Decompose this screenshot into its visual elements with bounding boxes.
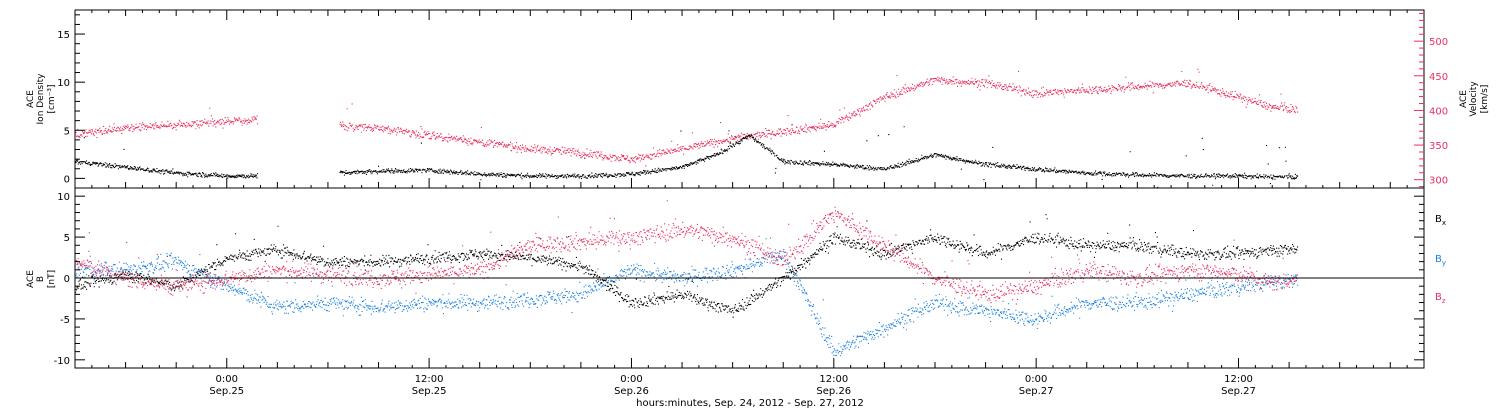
- density-axis-label-line-1: ACE: [26, 90, 36, 108]
- velocity-series: [75, 68, 1299, 167]
- density-tick-label: 0: [64, 174, 70, 185]
- velocity-axis-label-line-1: ACE: [1459, 90, 1469, 108]
- bz-series: [75, 200, 1299, 305]
- magnetic-tick-label: -5: [60, 315, 70, 326]
- density-axis: 0 5 10 15: [57, 14, 85, 185]
- x-tick-date-label: Sep.26: [614, 386, 649, 397]
- velocity-series-marks: [75, 68, 1299, 167]
- density-tick-label: 15: [57, 30, 70, 41]
- x-tick-hour-label: 0:00: [1025, 374, 1047, 385]
- bz-series-marks: [75, 200, 1299, 305]
- x-tick-hour-label: 12:00: [1224, 374, 1253, 385]
- magnetic-field-axis: 10 5 0 -5 -10: [54, 192, 1424, 367]
- velocity-tick-label: 400: [1429, 106, 1448, 117]
- legend-item-bx: Bx: [1435, 214, 1446, 227]
- x-tick-hour-label: 0:00: [620, 374, 642, 385]
- density-tick-label: 5: [64, 126, 70, 137]
- magnetic-axis-label-line-1: ACE: [26, 270, 36, 288]
- velocity-tick-label: 500: [1429, 37, 1448, 48]
- velocity-tick-label: 450: [1429, 72, 1448, 83]
- density-axis-label-line-2: Ion Density: [36, 73, 46, 125]
- velocity-axis-label-line-2: Velocity: [1469, 81, 1479, 117]
- magnetic-tick-label: -10: [54, 356, 70, 367]
- x-tick-date-label: Sep.27: [1019, 386, 1054, 397]
- bx-series-marks: [75, 214, 1299, 318]
- density-tick-label: 10: [57, 78, 70, 89]
- legend: Bx By Bz: [1435, 214, 1446, 305]
- x-tick-hour-label: 0:00: [216, 374, 238, 385]
- x-tick-date-label: Sep.27: [1221, 386, 1256, 397]
- bx-series: [75, 214, 1299, 318]
- x-axis-label: hours:minutes, Sep. 24, 2012 - Sep. 27, …: [636, 398, 864, 409]
- density-series-marks: [75, 124, 1299, 189]
- density-velocity-panel: [74, 9, 1425, 189]
- magnetic-tick-label: 5: [64, 233, 70, 244]
- x-tick-hour-label: 12:00: [415, 374, 444, 385]
- x-tick-date-label: Sep.25: [412, 386, 447, 397]
- x-tick-date-label: Sep.25: [209, 386, 244, 397]
- magnetic-tick-label: 10: [57, 192, 70, 203]
- legend-item-bz: Bz: [1435, 292, 1446, 305]
- velocity-axis: 300 350 400 450 500: [1414, 12, 1448, 188]
- density-series: [75, 124, 1299, 189]
- x-tick-date-label: Sep.26: [816, 386, 851, 397]
- density-velocity-points: [75, 68, 1299, 189]
- density-axis-label-line-3: [cm⁻³]: [47, 84, 57, 113]
- magnetic-tick-label: 0: [64, 274, 70, 285]
- magnetic-axis-label-line-2: B: [36, 276, 46, 282]
- x-tick-hour-label: 12:00: [819, 374, 848, 385]
- velocity-tick-label: 350: [1429, 141, 1448, 152]
- magnetic-axis-label-line-3: [nT]: [47, 270, 57, 288]
- velocity-axis-label-line-3: [km/s]: [1480, 85, 1490, 114]
- legend-item-by: By: [1435, 254, 1446, 267]
- velocity-tick-label: 300: [1429, 176, 1448, 187]
- time-axis: 0:00Sep.2512:00Sep.250:00Sep.2612:00Sep.…: [74, 10, 1425, 397]
